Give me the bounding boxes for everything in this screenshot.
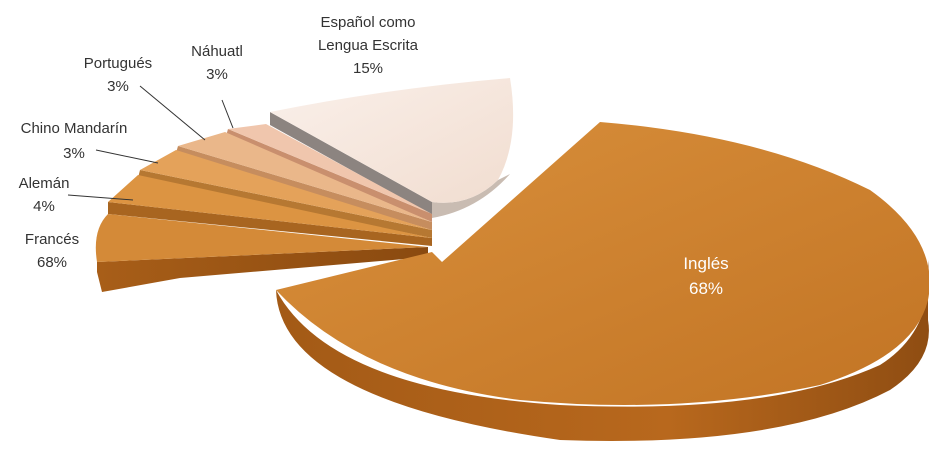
label-chino-value: 3% bbox=[63, 145, 85, 162]
pie-slice-ingles bbox=[276, 122, 929, 441]
pie-slice-portugues-top bbox=[178, 132, 432, 222]
pie-slice-espanol bbox=[270, 78, 514, 218]
leader-line-nahuatl bbox=[221, 99, 234, 129]
label-frances-value: 68% bbox=[37, 254, 67, 271]
pie-slice-aleman-side bbox=[108, 202, 432, 246]
slice-labels: Español como Lengua Escrita 15% Náhuatl … bbox=[19, 14, 729, 298]
leader-lines bbox=[67, 85, 234, 201]
label-portugues-value: 3% bbox=[107, 78, 129, 95]
pie-slice-chino-side bbox=[138, 170, 432, 238]
pie-slice-nahuatl-top bbox=[228, 124, 432, 214]
pie-slice-espanol-depth bbox=[432, 174, 510, 218]
pie-slice-frances-top bbox=[95, 214, 429, 262]
label-portugues: Portugués bbox=[84, 55, 152, 72]
pie-slice-aleman bbox=[108, 175, 432, 246]
label-chino: Chino Mandarín bbox=[21, 120, 128, 137]
pie-slice-espanol-top bbox=[270, 78, 514, 203]
pie-slice-portugues-side bbox=[176, 146, 432, 230]
pie-slice-nahuatl bbox=[226, 124, 432, 222]
pie-slice-frances bbox=[95, 214, 429, 292]
pie-slice-aleman-top bbox=[108, 175, 432, 238]
pie-slice-nahuatl-side bbox=[226, 129, 432, 222]
label-espanol-line1: Español como bbox=[320, 14, 415, 31]
pie-slice-espanol-side bbox=[270, 112, 432, 215]
label-frances: Francés bbox=[25, 231, 79, 248]
pie-slice-portugues bbox=[176, 132, 432, 230]
label-espanol-value: 15% bbox=[353, 60, 383, 77]
pie-slice-chino bbox=[138, 150, 432, 238]
label-nahuatl: Náhuatl bbox=[191, 43, 243, 60]
label-ingles-value: 68% bbox=[689, 279, 723, 298]
label-aleman: Alemán bbox=[19, 175, 70, 192]
label-espanol-line2: Lengua Escrita bbox=[318, 37, 419, 54]
leader-line-aleman bbox=[67, 194, 134, 201]
label-nahuatl-value: 3% bbox=[206, 66, 228, 83]
label-ingles: Inglés bbox=[683, 254, 728, 273]
pie-slice-chino-top bbox=[140, 150, 432, 230]
label-aleman-value: 4% bbox=[33, 198, 55, 215]
pie-slice-ingles-top bbox=[276, 122, 929, 405]
leader-line-portugues bbox=[139, 85, 206, 141]
leader-line-chino bbox=[95, 149, 159, 164]
pie-slice-ingles-side bbox=[276, 260, 929, 441]
